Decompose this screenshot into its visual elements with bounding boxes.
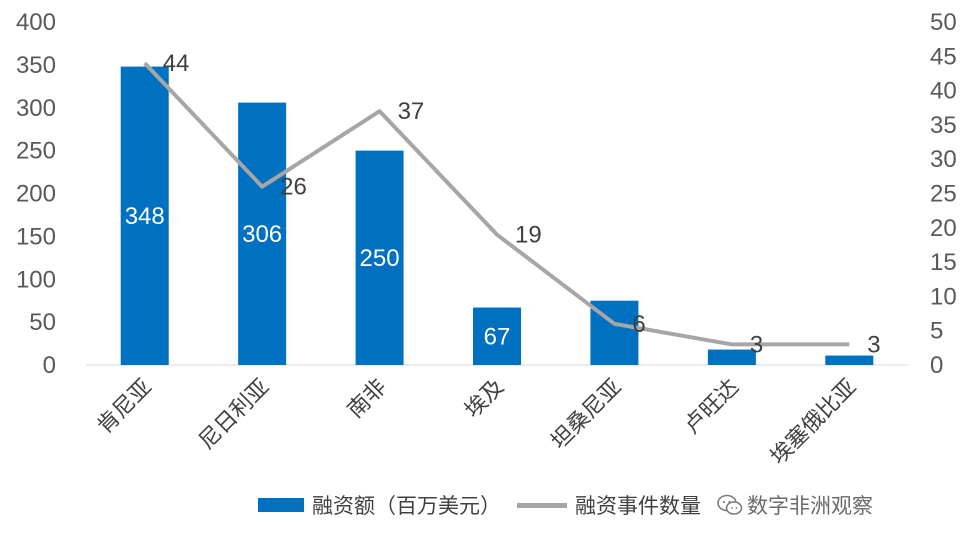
line-path [143, 61, 850, 347]
line-data-label: 44 [163, 50, 190, 77]
line-series: 44 26 37 19 6 3 3 [143, 50, 881, 358]
category-label: 埃塞俄比亚 [766, 375, 861, 470]
right-tick-label: 15 [930, 249, 957, 276]
legend-label-bar: 融资额（百万美元） [312, 494, 501, 518]
bar-data-label: 250 [360, 245, 400, 272]
left-tick-label: 150 [16, 223, 56, 250]
watermark: 数字非洲观察 [717, 490, 873, 520]
right-tick-label: 35 [930, 112, 957, 139]
bar [238, 102, 287, 365]
legend-label-line: 融资事件数量 [575, 494, 701, 518]
left-tick-label: 100 [16, 266, 56, 293]
right-tick-label: 25 [930, 181, 957, 208]
watermark-text: 数字非洲观察 [747, 494, 873, 518]
category-label: 埃及 [460, 375, 509, 424]
bar-data-label: 348 [125, 203, 165, 230]
category-label: 南非 [343, 375, 392, 424]
left-tick-label: 350 [16, 52, 56, 79]
legend-item-line: 融资事件数量 [517, 490, 701, 520]
left-tick-label: 400 [16, 9, 56, 36]
wechat-icon [717, 494, 743, 515]
right-tick-label: 40 [930, 78, 957, 105]
right-tick-label: 10 [930, 283, 957, 310]
right-tick-label: 50 [930, 9, 957, 36]
legend-swatch-bar [258, 498, 304, 512]
right-tick-label: 20 [930, 215, 957, 242]
legend-swatch-line [517, 502, 567, 508]
right-tick-label: 5 [930, 318, 943, 345]
line-data-label: 3 [750, 331, 763, 358]
bar [707, 349, 756, 365]
line-data-label: 37 [398, 98, 425, 125]
bar [355, 150, 404, 365]
left-tick-label: 0 [43, 352, 56, 379]
right-tick-label: 30 [930, 146, 957, 173]
legend-item-bar: 融资额（百万美元） [258, 490, 501, 520]
left-axis: 0 50 100 150 200 250 300 350 400 [16, 9, 56, 379]
bar-series: 348 306 250 67 [120, 66, 874, 365]
category-label: 肯尼亚 [93, 375, 157, 439]
category-label: 卢旺达 [680, 375, 744, 439]
category-labels: 肯尼亚 尼日利亚 南非 埃及 坦桑尼亚 卢旺达 埃塞俄比亚 [93, 375, 862, 470]
left-tick-label: 50 [29, 309, 56, 336]
line-data-label: 26 [280, 174, 307, 201]
bar-data-label: 67 [484, 323, 511, 350]
bar [120, 66, 169, 365]
right-axis: 0 5 10 15 20 25 30 35 40 45 50 [930, 9, 957, 379]
legend: 融资额（百万美元） 融资事件数量 数字非洲观察 [258, 490, 873, 520]
line-data-label: 3 [867, 331, 880, 358]
bar [825, 355, 874, 365]
left-tick-label: 250 [16, 138, 56, 165]
line-data-label: 6 [632, 311, 645, 338]
left-tick-label: 200 [16, 181, 56, 208]
left-tick-label: 300 [16, 95, 56, 122]
category-label: 坦桑尼亚 [547, 375, 627, 455]
bar [473, 307, 521, 365]
right-tick-label: 0 [930, 352, 943, 379]
category-label: 尼日利亚 [194, 375, 274, 455]
bar-data-label: 306 [242, 221, 282, 248]
line-data-label: 19 [515, 222, 542, 249]
right-tick-label: 45 [930, 43, 957, 70]
